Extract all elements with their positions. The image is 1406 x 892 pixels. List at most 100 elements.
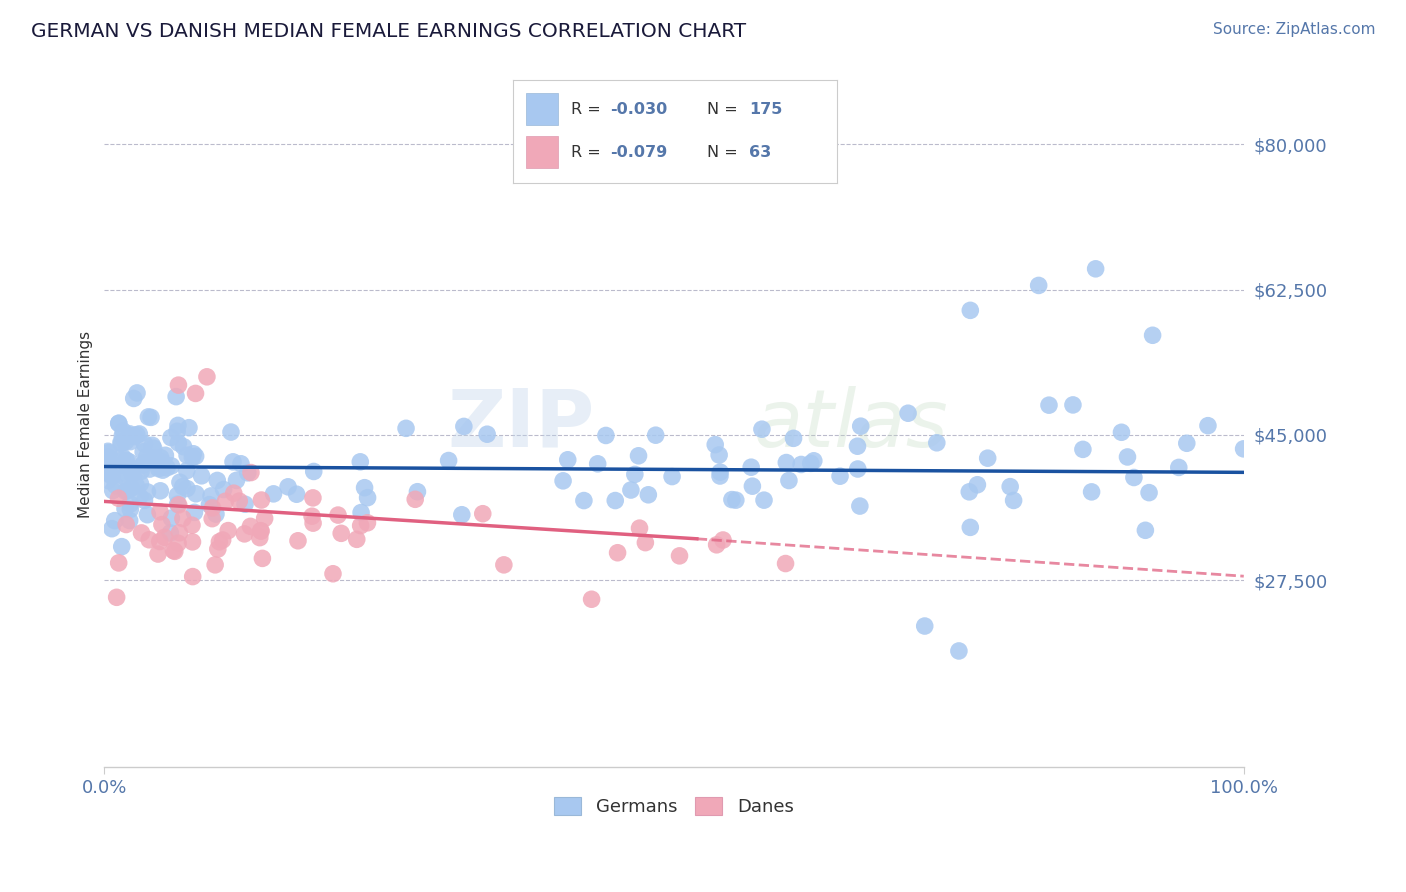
- Point: [176, 482, 198, 496]
- Point: [110, 435, 132, 450]
- Point: [800, 456, 823, 470]
- Point: [152, 463, 174, 477]
- Point: [163, 544, 186, 558]
- Point: [233, 527, 256, 541]
- Point: [125, 479, 148, 493]
- Point: [167, 498, 190, 512]
- Point: [149, 505, 172, 519]
- Point: [605, 493, 627, 508]
- Point: [149, 483, 172, 498]
- Point: [350, 506, 373, 520]
- Point: [181, 518, 204, 533]
- Point: [153, 530, 176, 544]
- Point: [775, 557, 797, 571]
- Point: [149, 459, 172, 474]
- Point: [250, 493, 273, 508]
- Point: [782, 431, 804, 445]
- Point: [346, 533, 368, 547]
- Point: [249, 531, 271, 545]
- Point: [166, 497, 188, 511]
- Point: [204, 558, 226, 572]
- Point: [121, 481, 143, 495]
- Point: [173, 440, 195, 454]
- Point: [97, 474, 120, 488]
- Text: N =: N =: [707, 102, 744, 117]
- Point: [167, 435, 190, 450]
- Point: [741, 479, 763, 493]
- Point: [118, 514, 141, 528]
- Point: [125, 385, 148, 400]
- Point: [1197, 418, 1219, 433]
- Point: [302, 491, 325, 505]
- Point: [142, 441, 165, 455]
- Point: [96, 459, 118, 474]
- Point: [356, 516, 378, 530]
- Point: [475, 427, 498, 442]
- Point: [97, 445, 120, 459]
- Point: [828, 469, 851, 483]
- Point: [285, 487, 308, 501]
- Point: [115, 467, 138, 481]
- Point: [152, 455, 174, 469]
- Point: [181, 569, 204, 583]
- Point: [229, 457, 252, 471]
- Point: [212, 483, 235, 497]
- Bar: [526, 136, 558, 169]
- Point: [169, 525, 191, 540]
- Text: Source: ZipAtlas.com: Source: ZipAtlas.com: [1212, 22, 1375, 37]
- Point: [1122, 470, 1144, 484]
- Point: [959, 303, 981, 318]
- Point: [557, 452, 579, 467]
- Point: [167, 536, 190, 550]
- Point: [160, 431, 183, 445]
- Point: [1135, 524, 1157, 538]
- Point: [97, 459, 120, 474]
- Point: [957, 484, 980, 499]
- Text: 63: 63: [749, 145, 772, 160]
- Point: [644, 428, 666, 442]
- Point: [704, 437, 727, 451]
- Point: [326, 508, 349, 522]
- Point: [437, 453, 460, 467]
- Point: [120, 497, 142, 511]
- Point: [637, 488, 659, 502]
- Point: [107, 556, 129, 570]
- Point: [925, 435, 948, 450]
- Point: [620, 483, 643, 497]
- Point: [148, 454, 170, 468]
- Text: -0.079: -0.079: [610, 145, 668, 160]
- Point: [128, 426, 150, 441]
- Point: [572, 493, 595, 508]
- Point: [959, 520, 981, 534]
- Point: [132, 458, 155, 472]
- Point: [240, 466, 263, 480]
- Point: [176, 448, 198, 462]
- Point: [190, 468, 212, 483]
- Text: ZIP: ZIP: [447, 385, 595, 464]
- Point: [252, 551, 274, 566]
- Point: [143, 454, 166, 468]
- Point: [115, 483, 138, 498]
- Point: [709, 469, 731, 483]
- Point: [167, 378, 190, 392]
- Point: [115, 453, 138, 467]
- Point: [349, 455, 371, 469]
- Point: [134, 493, 156, 508]
- Point: [668, 549, 690, 563]
- Point: [150, 517, 173, 532]
- Point: [302, 516, 325, 530]
- Point: [706, 538, 728, 552]
- Point: [595, 428, 617, 442]
- Point: [1167, 460, 1189, 475]
- Point: [121, 466, 143, 480]
- Point: [249, 524, 271, 538]
- Point: [118, 427, 141, 442]
- Point: [214, 494, 236, 508]
- Point: [586, 457, 609, 471]
- Point: [250, 524, 273, 538]
- Point: [112, 424, 135, 438]
- Point: [1062, 398, 1084, 412]
- Point: [172, 480, 194, 494]
- Point: [846, 439, 869, 453]
- Point: [721, 492, 744, 507]
